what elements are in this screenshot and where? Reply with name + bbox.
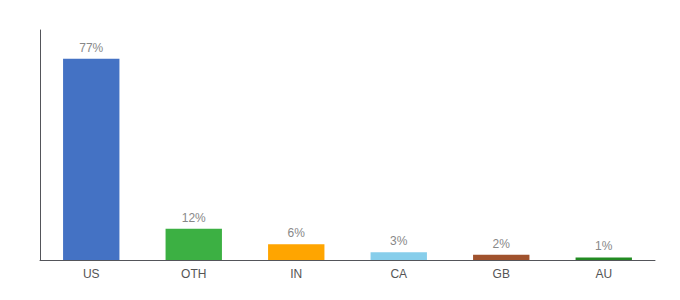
svg-text:CA: CA <box>390 267 407 281</box>
svg-text:6%: 6% <box>288 226 306 240</box>
svg-text:US: US <box>83 267 100 281</box>
svg-text:1%: 1% <box>595 239 613 253</box>
svg-text:OTH: OTH <box>181 267 206 281</box>
svg-text:77%: 77% <box>79 41 103 55</box>
svg-text:2%: 2% <box>493 237 511 251</box>
svg-text:GB: GB <box>493 267 510 281</box>
svg-text:AU: AU <box>595 267 612 281</box>
svg-text:3%: 3% <box>390 234 408 248</box>
svg-text:IN: IN <box>290 267 302 281</box>
svg-text:12%: 12% <box>182 211 206 225</box>
